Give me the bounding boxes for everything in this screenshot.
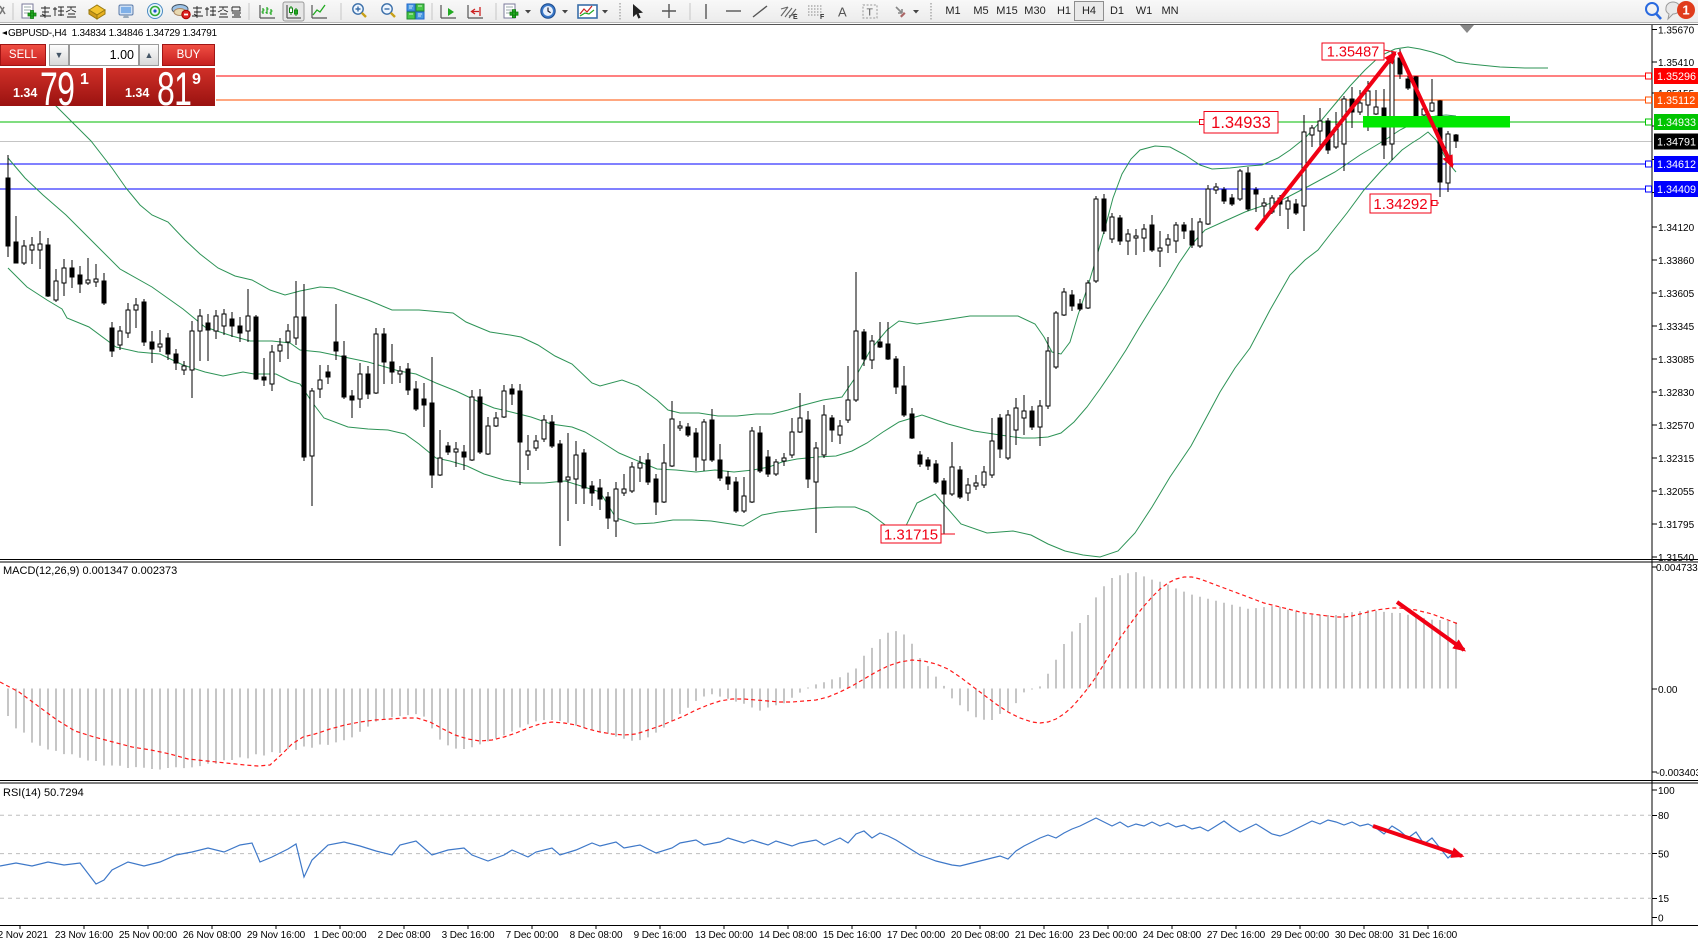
svg-text:7 Dec 00:00: 7 Dec 00:00 — [506, 930, 559, 941]
svg-text:1.31715: 1.31715 — [884, 526, 938, 543]
svg-text:3 Dec 16:00: 3 Dec 16:00 — [442, 930, 495, 941]
svg-text:26 Nov 08:00: 26 Nov 08:00 — [183, 930, 242, 941]
svg-text:1.34933: 1.34933 — [1657, 117, 1696, 129]
svg-text:1.35670: 1.35670 — [1658, 25, 1695, 36]
svg-text:-0.003403: -0.003403 — [1656, 768, 1698, 779]
svg-text:9 Dec 16:00: 9 Dec 16:00 — [634, 930, 687, 941]
svg-text:E: E — [793, 14, 798, 21]
svg-text:1.33860: 1.33860 — [1658, 256, 1695, 267]
svg-text:1.34120: 1.34120 — [1658, 223, 1695, 234]
svg-text:15: 15 — [1658, 894, 1670, 905]
svg-text:1.35112: 1.35112 — [1657, 95, 1695, 107]
svg-text:0.004733: 0.004733 — [1656, 563, 1698, 574]
svg-text:0.00: 0.00 — [1658, 685, 1678, 696]
svg-text:1.34791: 1.34791 — [1657, 137, 1696, 149]
svg-text:1.33085: 1.33085 — [1658, 355, 1695, 366]
svg-text:1 Dec 00:00: 1 Dec 00:00 — [314, 930, 367, 941]
svg-text:1.32830: 1.32830 — [1658, 388, 1695, 399]
svg-text:1.35487: 1.35487 — [1327, 45, 1379, 61]
svg-text:1.32570: 1.32570 — [1658, 421, 1695, 432]
svg-text:29 Nov 16:00: 29 Nov 16:00 — [247, 930, 306, 941]
svg-text:31 Dec 16:00: 31 Dec 16:00 — [1399, 930, 1458, 941]
svg-text:1.34292: 1.34292 — [1373, 196, 1427, 213]
svg-text:RSI(14) 50.7294: RSI(14) 50.7294 — [3, 787, 84, 799]
svg-text:14 Dec 08:00: 14 Dec 08:00 — [759, 930, 818, 941]
svg-text:80: 80 — [1658, 811, 1670, 822]
svg-text:0: 0 — [1658, 913, 1664, 924]
svg-text:20 Dec 08:00: 20 Dec 08:00 — [951, 930, 1010, 941]
svg-text:25 Nov 00:00: 25 Nov 00:00 — [119, 930, 178, 941]
svg-text:MACD(12,26,9) 0.001347 0.00237: MACD(12,26,9) 0.001347 0.002373 — [3, 565, 177, 577]
svg-text:T: T — [867, 7, 874, 19]
svg-text:1: 1 — [1682, 3, 1689, 18]
svg-text:21 Dec 16:00: 21 Dec 16:00 — [1015, 930, 1074, 941]
svg-text:23 Dec 00:00: 23 Dec 00:00 — [1079, 930, 1138, 941]
svg-text:1.31795: 1.31795 — [1658, 520, 1695, 531]
svg-text:8 Dec 08:00: 8 Dec 08:00 — [570, 930, 623, 941]
svg-text:13 Dec 00:00: 13 Dec 00:00 — [695, 930, 754, 941]
svg-text:23 Nov 16:00: 23 Nov 16:00 — [55, 930, 114, 941]
svg-text:2 Dec 08:00: 2 Dec 08:00 — [378, 930, 431, 941]
svg-text:1.33605: 1.33605 — [1658, 289, 1695, 300]
svg-text:1.35410: 1.35410 — [1658, 58, 1695, 69]
svg-text:1.32315: 1.32315 — [1658, 454, 1695, 465]
svg-text:24 Dec 08:00: 24 Dec 08:00 — [1143, 930, 1202, 941]
svg-text:100: 100 — [1658, 786, 1675, 797]
svg-text:1.34933: 1.34933 — [1211, 114, 1271, 132]
svg-text:1.32055: 1.32055 — [1658, 487, 1695, 498]
svg-text:27 Dec 16:00: 27 Dec 16:00 — [1207, 930, 1266, 941]
svg-text:1.35296: 1.35296 — [1657, 71, 1696, 83]
svg-text:29 Dec 00:00: 29 Dec 00:00 — [1271, 930, 1330, 941]
svg-text:1.33345: 1.33345 — [1658, 322, 1695, 333]
svg-text:15 Dec 16:00: 15 Dec 16:00 — [823, 930, 882, 941]
svg-text:F: F — [820, 14, 825, 21]
svg-text:1.34409: 1.34409 — [1657, 184, 1696, 196]
svg-text:1.34612: 1.34612 — [1657, 159, 1696, 171]
svg-text:22 Nov 2021: 22 Nov 2021 — [0, 930, 48, 941]
svg-text:17 Dec 00:00: 17 Dec 00:00 — [887, 930, 946, 941]
svg-text:A: A — [838, 5, 847, 20]
svg-text:30 Dec 08:00: 30 Dec 08:00 — [1335, 930, 1394, 941]
svg-text:1.31540: 1.31540 — [1658, 553, 1695, 564]
svg-text:50: 50 — [1658, 849, 1670, 860]
